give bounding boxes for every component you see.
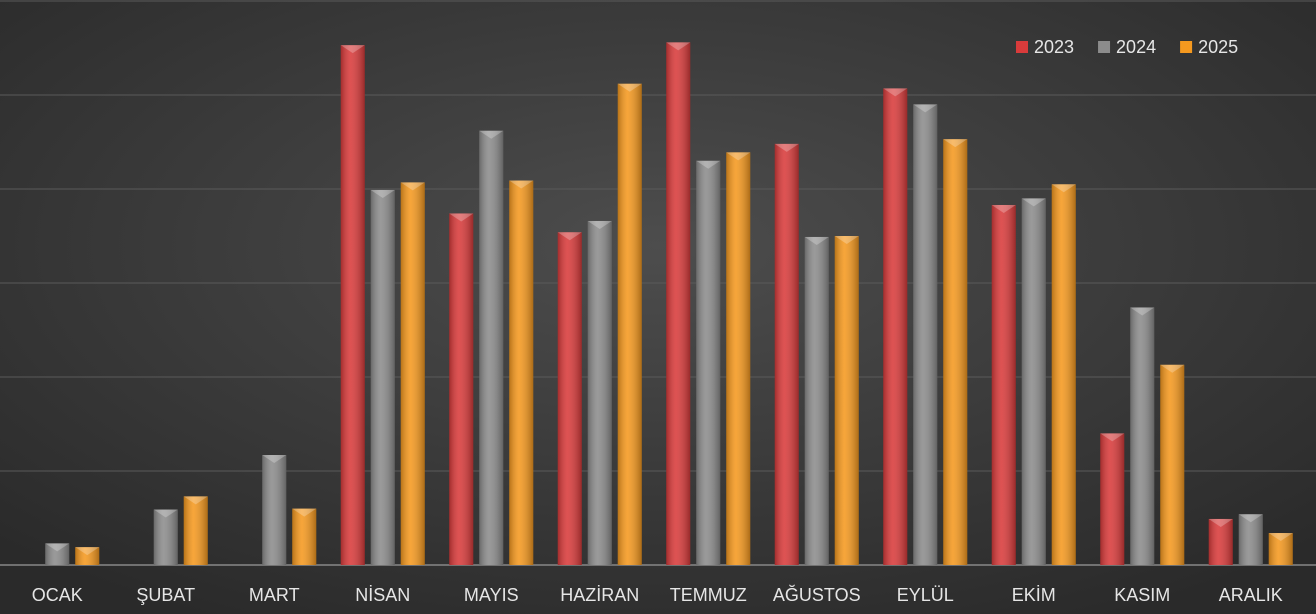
bar-shade	[183, 496, 208, 565]
bar-shade	[1130, 307, 1155, 565]
x-tick-label: MAYIS	[464, 585, 519, 605]
bar-shade	[617, 83, 642, 565]
bar-shade	[991, 204, 1016, 566]
x-tick-label: ARALIK	[1219, 585, 1283, 605]
bar-bevel	[943, 139, 968, 148]
x-tick-label: AĞUSTOS	[773, 584, 861, 605]
bar-shade	[75, 547, 100, 565]
bar-bevel	[804, 236, 829, 245]
bar-bevel	[587, 220, 612, 229]
bar-shade	[153, 509, 178, 565]
bar-shade	[292, 508, 317, 565]
bar-shade	[1051, 184, 1076, 566]
bar-bevel	[1160, 364, 1185, 373]
bar-bevel	[292, 508, 317, 517]
bar-shade	[340, 45, 365, 566]
x-tick-label: ŞUBAT	[136, 585, 195, 605]
bar-bevel	[557, 232, 582, 241]
bar-bevel	[883, 88, 908, 97]
legend-swatch	[1180, 41, 1193, 53]
bar-bevel	[1100, 433, 1125, 442]
bar-shade	[804, 236, 829, 565]
bar-shade	[587, 220, 612, 565]
bar-bevel	[479, 130, 504, 139]
bar-shade	[1160, 364, 1185, 565]
bar-bevel	[509, 180, 534, 189]
bar-shade	[726, 152, 751, 565]
bar-shade	[370, 189, 395, 565]
x-tick-label: HAZİRAN	[560, 585, 639, 605]
bar-bevel	[696, 160, 721, 169]
bar-bevel	[1268, 533, 1293, 542]
bar-bevel	[666, 42, 691, 51]
bar-shade	[1238, 514, 1263, 565]
bar-bevel	[153, 509, 178, 518]
bar-bevel	[774, 143, 799, 152]
bar-shade	[479, 130, 504, 565]
bar-shade	[509, 180, 534, 566]
bar-bevel	[913, 104, 938, 113]
bar-bevel	[617, 83, 642, 92]
bar-bevel	[370, 189, 395, 198]
x-tick-label: EYLÜL	[897, 585, 954, 605]
bar-bevel	[449, 213, 474, 222]
bar-shade	[1268, 533, 1293, 565]
legend-swatch	[1098, 41, 1111, 53]
x-tick-label: KASIM	[1114, 585, 1170, 605]
bar-bevel	[1051, 184, 1076, 193]
bar-bevel	[1238, 514, 1263, 523]
bar-bevel	[183, 496, 208, 505]
bar-bevel	[1208, 518, 1233, 527]
bar-shade	[1208, 518, 1233, 565]
x-tick-label: OCAK	[32, 585, 83, 605]
bar-bevel	[400, 182, 425, 191]
bar-bevel	[262, 455, 287, 464]
bar-bevel	[75, 547, 100, 556]
legend-label: 2025	[1198, 37, 1238, 57]
bar-bevel	[834, 236, 859, 244]
bar-shade	[1021, 198, 1046, 565]
bar-bevel	[1130, 307, 1155, 316]
bar-bevel	[1021, 198, 1046, 207]
bar-bevel	[991, 204, 1016, 213]
bar-shade	[943, 139, 968, 565]
x-tick-label: TEMMUZ	[670, 585, 747, 605]
bar-shade	[834, 236, 859, 565]
bar-shade	[883, 88, 908, 566]
bar-shade	[557, 232, 582, 566]
x-tick-label: MART	[249, 585, 300, 605]
legend-swatch	[1016, 41, 1028, 53]
bar-shade	[449, 213, 474, 565]
bar-shade	[913, 104, 938, 566]
bar-shade	[45, 543, 70, 565]
bar-bevel	[340, 45, 365, 54]
bar-shade	[262, 455, 287, 565]
x-tick-label: EKİM	[1012, 585, 1056, 605]
bar-shade	[696, 160, 721, 566]
bar-bevel	[45, 543, 70, 552]
bar-shade	[774, 143, 799, 565]
bar-shade	[666, 42, 691, 566]
legend-label: 2023	[1034, 37, 1074, 57]
legend-label: 2024	[1116, 37, 1156, 57]
bar-shade	[400, 182, 425, 566]
bar-shade	[1100, 433, 1125, 565]
x-tick-label: NİSAN	[355, 585, 410, 605]
bar-bevel	[726, 152, 751, 161]
